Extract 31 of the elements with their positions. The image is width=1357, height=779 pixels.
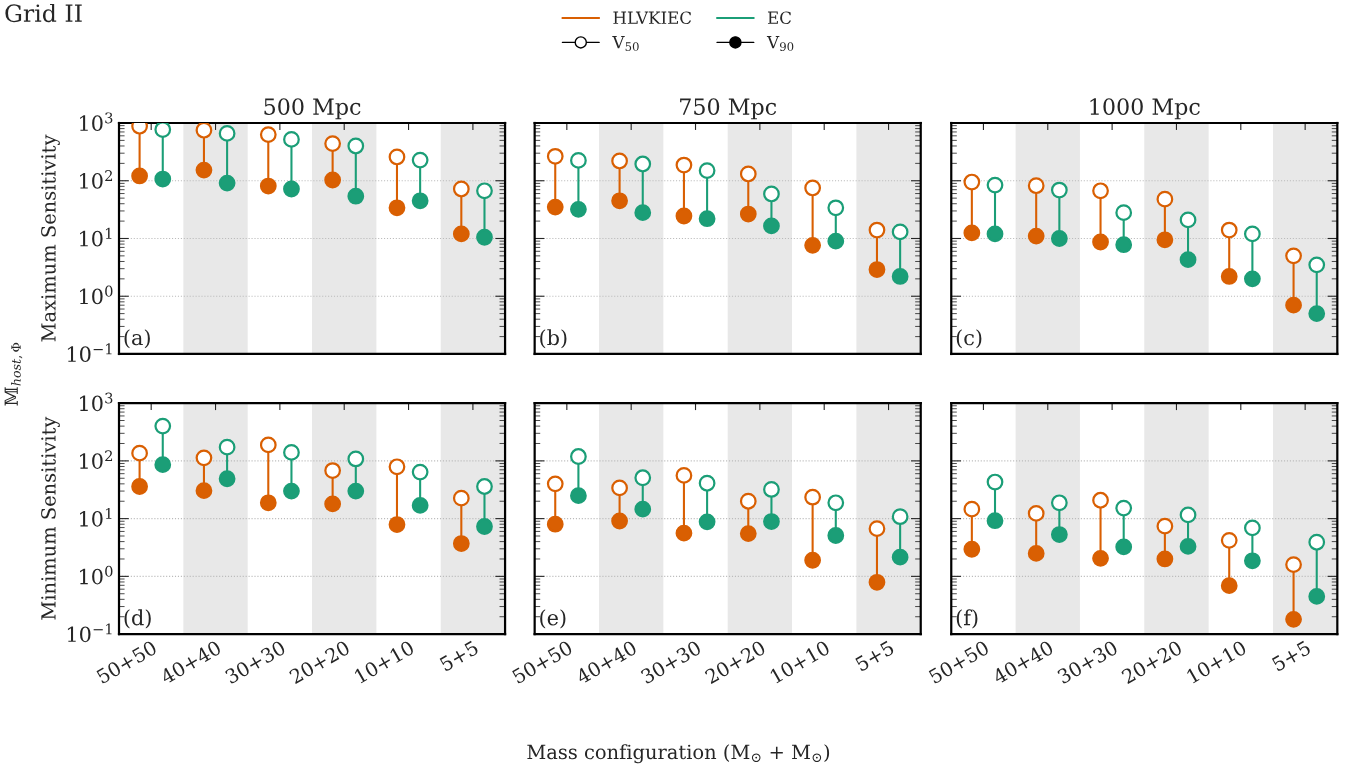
y-tick-label: 10$^{0}$ <box>80 565 113 585</box>
annotation: (f) <box>956 609 978 629</box>
x-tick-label: 5+5 <box>439 640 480 672</box>
legend-label: EC <box>767 11 791 25</box>
y-tick-label: 10$^{0}$ <box>80 285 113 305</box>
annotation: (d) <box>124 609 151 629</box>
annotation: (a) <box>124 329 150 349</box>
chart-title: 1000 Mpc <box>1090 98 1200 120</box>
y-tick-label: 10$^{3}$ <box>80 112 113 132</box>
annotation: (c) <box>956 329 982 349</box>
chart-title: 500 Mpc <box>264 98 361 120</box>
x-tick-label: 5+5 <box>1271 640 1312 672</box>
text: 𝕄$_{host,Φ}$ <box>4 342 23 406</box>
y-axis-title: Minimum Sensitivity <box>41 416 60 620</box>
y-tick-label: 10$^{−1}$ <box>67 343 112 363</box>
text: V$_{50}$ <box>612 36 639 51</box>
x-tick-label: 5+5 <box>854 640 895 672</box>
annotation: (e) <box>540 609 566 629</box>
y-tick-label: 10$^{2}$ <box>80 170 113 189</box>
chart-title: 750 Mpc <box>680 98 777 120</box>
y-tick-label: 10$^{1}$ <box>80 227 112 247</box>
y-tick-label: 10$^{−1}$ <box>67 623 112 643</box>
y-tick-label: 10$^{1}$ <box>80 507 112 527</box>
text: Grid II <box>5 3 82 23</box>
y-axis-title: Maximum Sensitivity <box>41 134 60 342</box>
legend-label: HLVKIEC <box>613 11 692 25</box>
text: V$_{90}$ <box>766 36 794 51</box>
annotation: (b) <box>540 329 567 349</box>
text: Mass configuration (M$_{⊙}$ + M$_{⊙}$) <box>527 744 830 764</box>
y-tick-label: 10$^{3}$ <box>80 392 113 412</box>
y-tick-label: 10$^{2}$ <box>80 450 113 469</box>
